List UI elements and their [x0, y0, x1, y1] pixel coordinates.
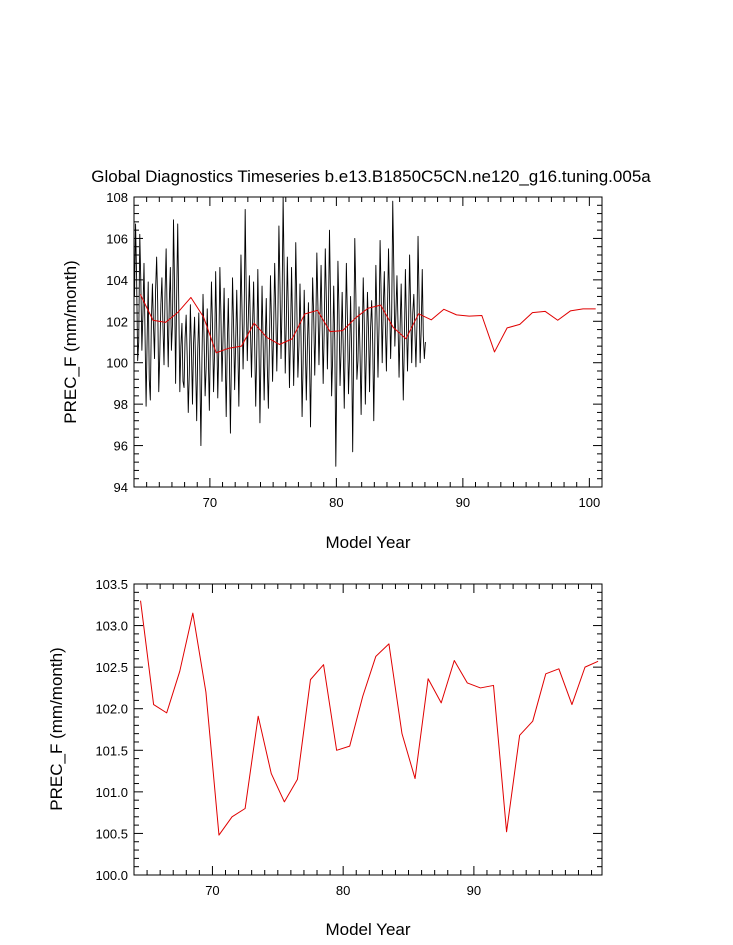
- top-series-annual-mean: [139, 294, 596, 354]
- top-x-tick-label: 70: [203, 495, 217, 510]
- top-x-tick-label: 80: [329, 495, 343, 510]
- top-y-tick-label: 106: [106, 231, 128, 246]
- top-y-tick-label: 100: [106, 356, 128, 371]
- bottom-series-annual-mean: [140, 600, 599, 836]
- top-y-tick-label: 108: [106, 190, 128, 205]
- top-y-tick-label: 104: [106, 273, 128, 288]
- top-y-axis-label: PREC_F (mm/month): [61, 260, 80, 423]
- top-x-tick-label: 90: [456, 495, 470, 510]
- top-x-axis-label: Model Year: [325, 533, 410, 552]
- bottom-y-tick-label: 103.5: [95, 577, 128, 592]
- bottom-y-tick-label: 102.0: [95, 702, 128, 717]
- bottom-x-tick-label: 90: [467, 883, 481, 898]
- bottom-y-axis-label: PREC_F (mm/month): [47, 647, 66, 810]
- top-y-tick-label: 102: [106, 314, 128, 329]
- top-chart: Global Diagnostics Timeseries b.e13.B185…: [61, 167, 651, 552]
- bottom-y-tick-label: 101.0: [95, 785, 128, 800]
- bottom-chart: 70 80 90 100.0 100.5 101.0 101.5 102.0 102.5 103.…: [47, 577, 603, 939]
- top-y-tick-label: 98: [114, 397, 128, 412]
- chart-title: Global Diagnostics Timeseries b.e13.B185…: [91, 167, 651, 186]
- bottom-y-tick-label: 100.0: [95, 868, 128, 883]
- top-plot-area: 70 80 90 100 94 96 98 100 102 104 106 108: [106, 190, 603, 510]
- top-plot-frame: [133, 196, 603, 488]
- bottom-x-axis-label: Model Year: [325, 920, 410, 939]
- bottom-y-tick-label: 103.0: [95, 619, 128, 634]
- top-y-tick-label: 94: [114, 480, 128, 495]
- top-x-tick-label: 100: [578, 495, 600, 510]
- top-y-tick-label: 96: [114, 439, 128, 454]
- bottom-y-tick-label: 101.5: [95, 743, 128, 758]
- bottom-plot-area: 70 80 90 100.0 100.5 101.0 101.5 102.0 102.5 103.…: [95, 577, 603, 898]
- bottom-y-tick-label: 102.5: [95, 660, 128, 675]
- bottom-x-tick-label: 70: [205, 883, 219, 898]
- bottom-plot-frame: [133, 583, 603, 876]
- bottom-y-tick-label: 100.5: [95, 826, 128, 841]
- bottom-x-tick-label: 80: [336, 883, 350, 898]
- top-series-monthly: [134, 196, 426, 467]
